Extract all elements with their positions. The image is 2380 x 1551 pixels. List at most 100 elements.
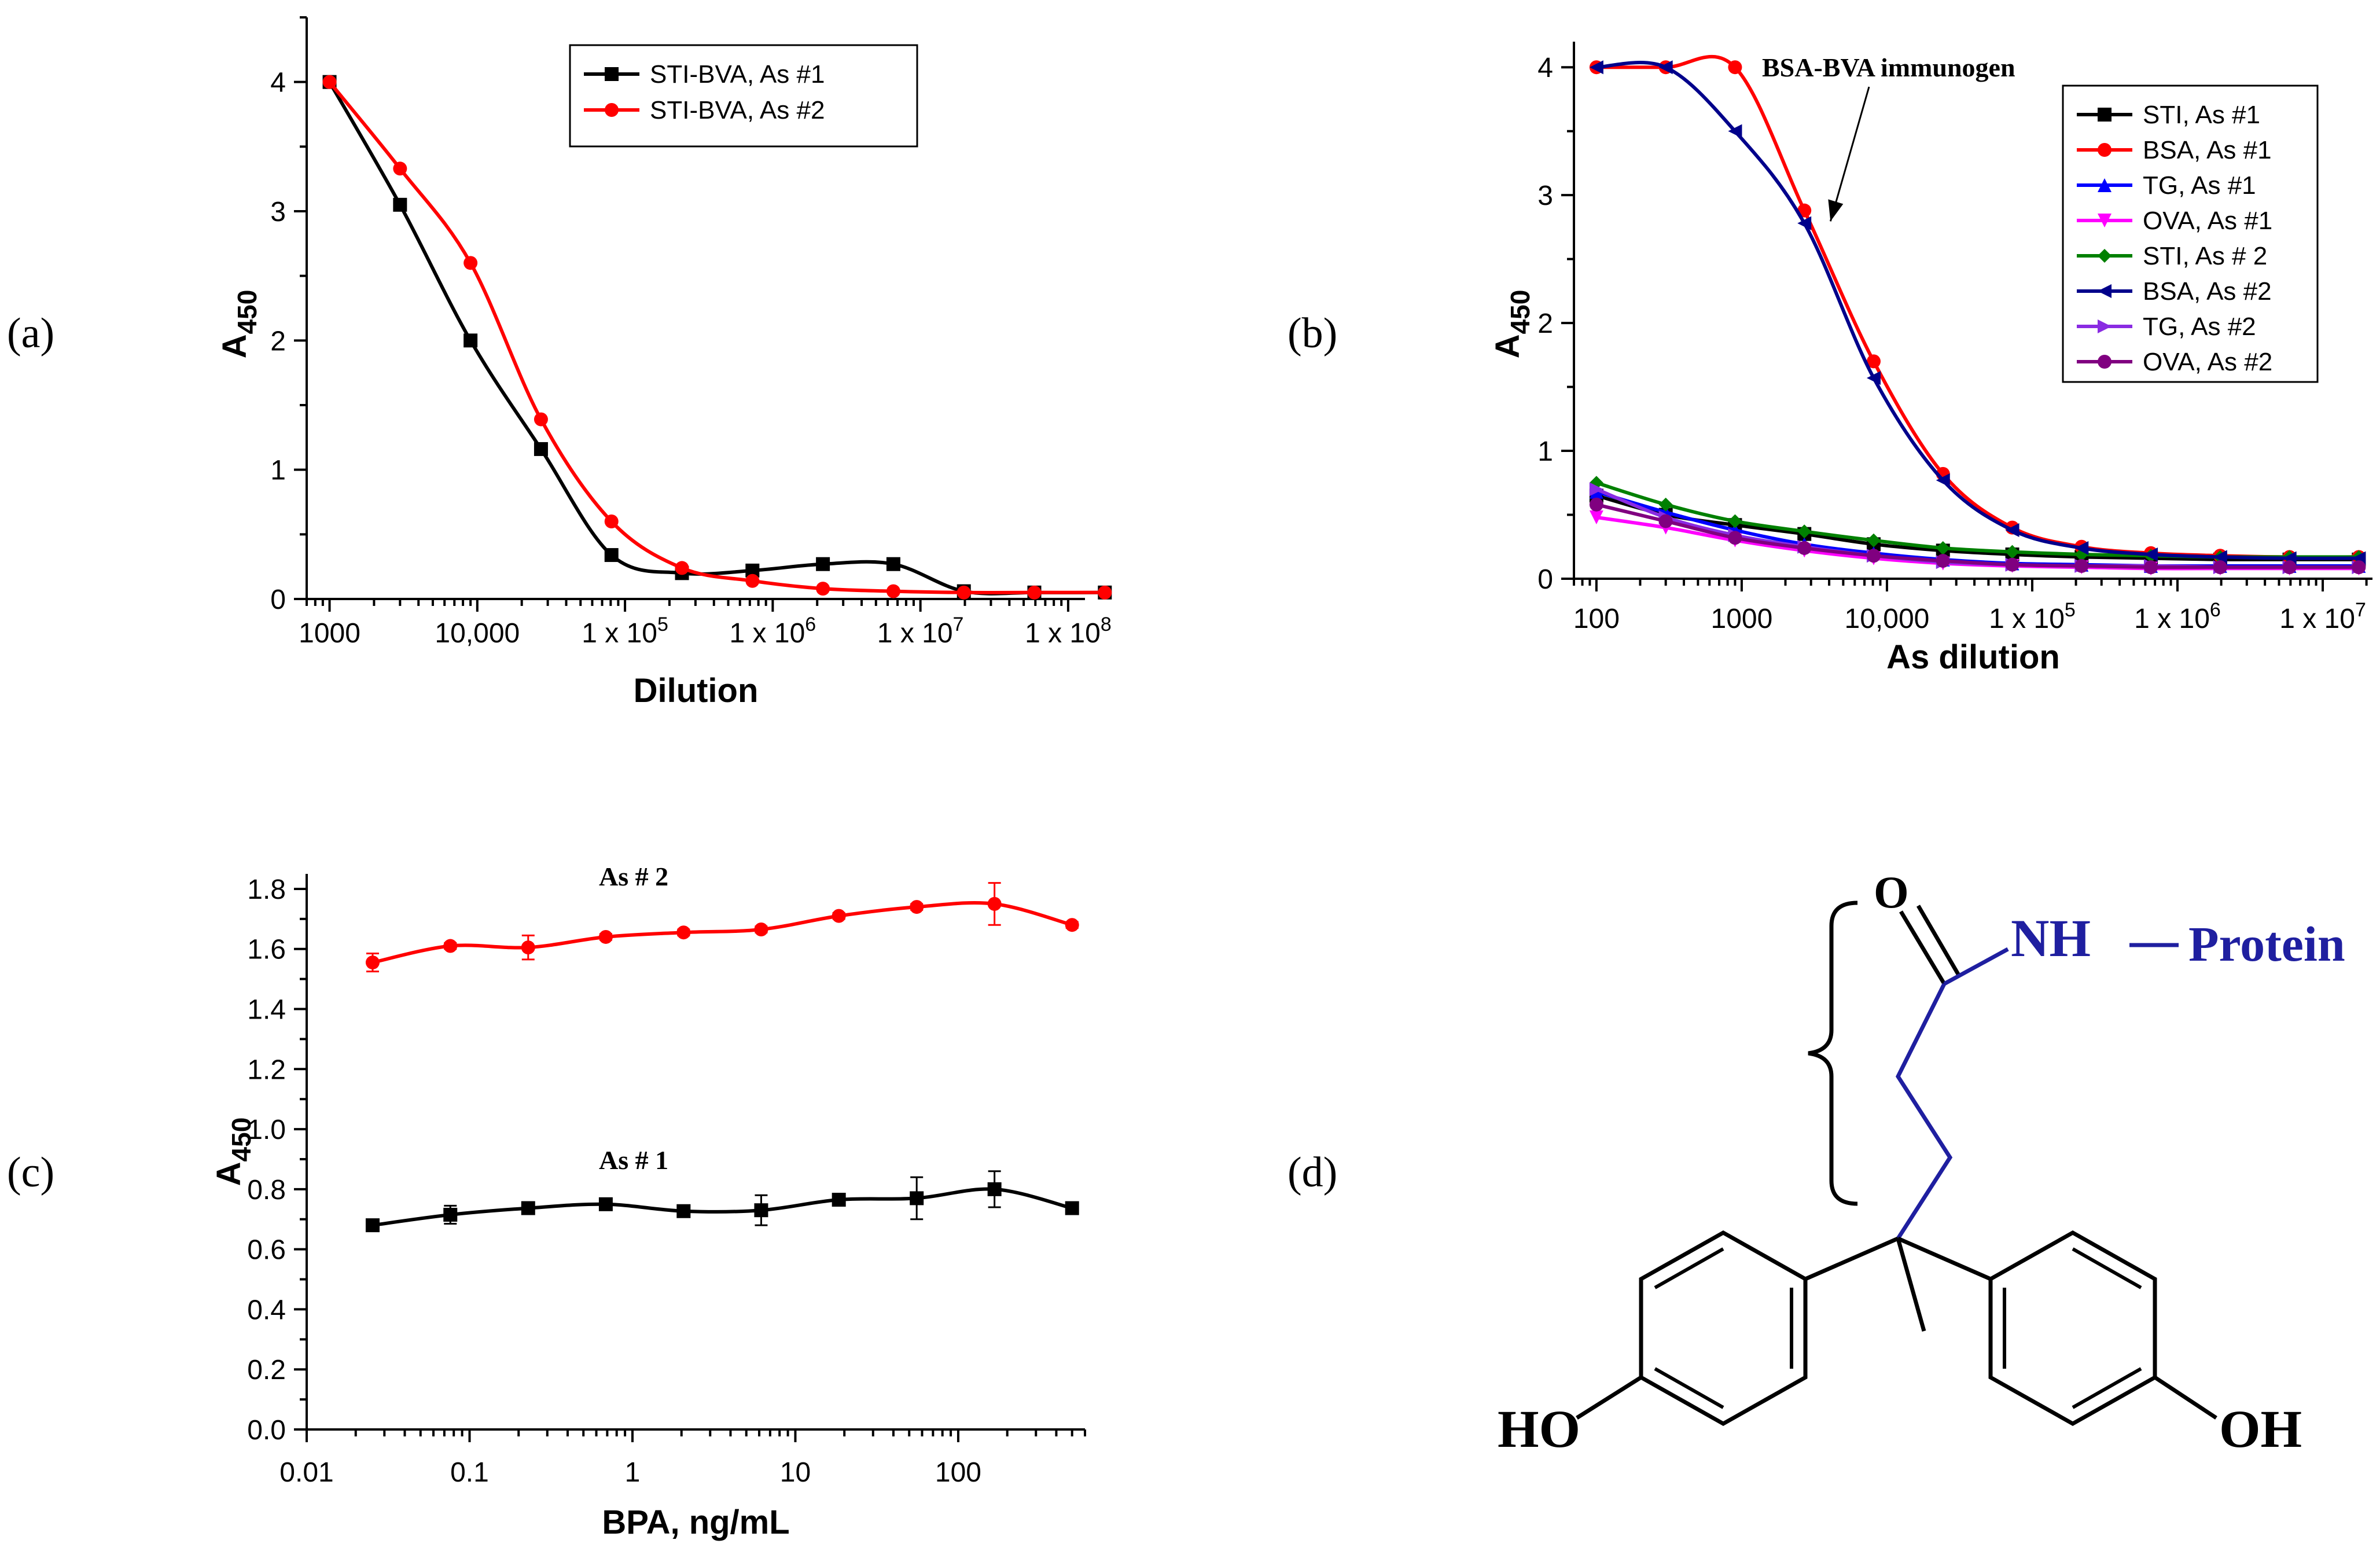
data-point [598, 929, 613, 944]
data-point [521, 1201, 535, 1215]
y-tick-label: 0.8 [247, 1175, 286, 1205]
data-point [987, 896, 1002, 911]
data-point [754, 1203, 768, 1218]
series-annotation-as2: As # 2 [599, 862, 668, 891]
data-point [745, 574, 760, 588]
legend-swatch-marker [2098, 355, 2112, 369]
x-tick-label: 1 x 105 [582, 613, 668, 649]
y-tick-label: 1.8 [247, 874, 286, 905]
x-tick-label: 1 x 107 [2279, 599, 2366, 634]
x-tick-label: 10,000 [1845, 604, 1930, 634]
y-tick-label: 0.6 [247, 1235, 286, 1266]
x-tick-label: 10 [780, 1457, 811, 1488]
x-tick-label: 1 x 107 [877, 613, 964, 649]
data-point [393, 161, 407, 176]
x-axis-title: BPA, ng/mL [602, 1504, 789, 1541]
data-point [521, 940, 535, 955]
y-tick-label: 0 [270, 585, 286, 615]
data-point [604, 548, 619, 563]
series-5 [1589, 60, 2366, 565]
data-point [393, 197, 407, 212]
data-point [987, 1182, 1002, 1196]
right-hydroxyl-label: OH [2219, 1399, 2302, 1458]
data-point [1027, 585, 1042, 600]
data-point [910, 900, 924, 914]
left-ring-inner-bond-2 [1654, 1367, 1724, 1409]
left-ring-inner-bond-3 [1654, 1247, 1724, 1289]
x-tick-label: 1000 [299, 618, 361, 649]
right-ring-bond [1897, 1236, 1992, 1281]
y-tick-label: 2 [1537, 308, 1553, 339]
y-axis-title: A450 [1489, 290, 1535, 359]
legend-swatch-marker [2098, 178, 2112, 192]
data-point [676, 925, 691, 940]
data-point [816, 557, 830, 571]
right-ring-inner-bond-2 [2072, 1247, 2142, 1289]
x-tick-label: 0.01 [279, 1457, 333, 1488]
data-point [2352, 560, 2366, 575]
series-line [328, 81, 1105, 596]
series-1 [322, 75, 1112, 600]
data-point [1866, 354, 1881, 369]
data-point [2213, 550, 2227, 564]
data-point [676, 1204, 691, 1218]
x-tick-label: 1 [625, 1457, 641, 1488]
data-point [1728, 60, 1742, 75]
data-point [1589, 510, 1603, 524]
legend-entry: OVA, As #1 [2143, 207, 2272, 235]
y-tick-label: 1.0 [247, 1115, 286, 1145]
data-point [2005, 557, 2019, 572]
data-point [2005, 523, 2019, 538]
data-point [1098, 585, 1112, 600]
right-ring-inner-bond-3 [2072, 1367, 2142, 1409]
left-benzene-ring [1639, 1230, 1808, 1427]
data-point [2005, 545, 2019, 559]
data-point [598, 1197, 613, 1211]
y-tick-label: 1.4 [247, 995, 286, 1026]
data-point [1936, 541, 1950, 555]
x-tick-label: 0.1 [450, 1457, 489, 1488]
data-point [534, 442, 548, 456]
legend-entry: STI, As # 2 [2143, 242, 2267, 270]
data-point [1658, 514, 1673, 528]
legend-swatch-marker [2098, 108, 2112, 122]
legend-swatch-marker [2098, 319, 2112, 333]
series-line [1596, 481, 2359, 559]
data-point [1797, 524, 1812, 539]
data-point [2144, 560, 2158, 575]
annotation-arrowhead [1828, 199, 1844, 222]
y-tick-label: 1 [1537, 436, 1553, 467]
panel-label-a: (a) [7, 310, 54, 357]
data-point [2282, 560, 2297, 575]
bisphenol-protein-conjugate-structure: O NH Protein HO OH [1498, 867, 2345, 1458]
series-line [372, 1187, 1073, 1227]
chart-a-dilution-curve: 0 1 2 3 4 1000 10,000 1 x 105 1 x 106 1 x 107 1 x … [216, 16, 1112, 710]
protein-label: Protein [2188, 916, 2345, 972]
data-point [2213, 560, 2227, 575]
y-tick-label: 4 [270, 68, 286, 98]
y-tick-label: 1.2 [247, 1054, 286, 1085]
series-0 [322, 75, 1112, 600]
carbonyl-double-bond-b [1916, 905, 1961, 976]
series-0 [365, 882, 1079, 973]
data-point [1728, 124, 1742, 138]
linker-chain [1895, 983, 1953, 1240]
data-point [832, 1193, 846, 1207]
right-benzene-ring [1988, 1230, 2157, 1427]
data-point [604, 514, 619, 528]
carbonyl-double-bond-a [1899, 910, 1947, 985]
data-point [443, 939, 458, 953]
data-point [365, 1218, 380, 1233]
y-tick-label: 0.0 [247, 1415, 286, 1446]
legend-entry: TG, As #1 [2143, 171, 2256, 200]
legend: STI-BVA, As #1 STI-BVA, As #2 [569, 44, 918, 148]
x-tick-label: 100 [935, 1457, 981, 1488]
legend-swatch-marker [605, 67, 619, 81]
y-tick-label: 1 [270, 455, 286, 486]
data-point [1658, 497, 1673, 512]
x-axis-title: As dilution [1886, 638, 2060, 676]
y-tick-label: 3 [270, 197, 286, 227]
x-tick-label: 100 [1573, 604, 1620, 634]
legend-entry: BSA, As #2 [2143, 277, 2272, 306]
legend-entry: STI-BVA, As #1 [650, 60, 825, 89]
